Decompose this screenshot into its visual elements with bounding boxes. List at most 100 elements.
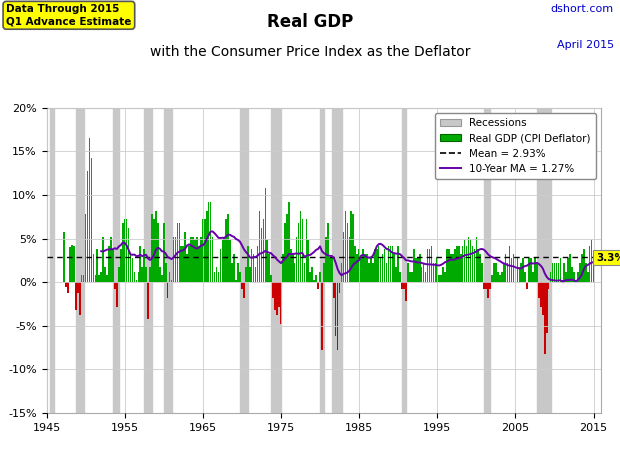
Bar xyxy=(380,258,381,282)
Bar xyxy=(562,281,563,282)
Bar xyxy=(575,281,577,282)
Bar xyxy=(272,282,274,298)
Bar xyxy=(249,267,250,282)
Legend: Recessions, Real GDP (CPI Deflator), Mean = 2.93%, 10-Year MA = 1.27%: Recessions, Real GDP (CPI Deflator), Mea… xyxy=(435,113,596,179)
Bar xyxy=(153,220,155,282)
Bar xyxy=(345,211,346,282)
Bar xyxy=(316,275,317,282)
Bar xyxy=(386,263,388,282)
Bar xyxy=(50,108,53,413)
Text: Data Through 2015
Q1 Advance Estimate: Data Through 2015 Q1 Advance Estimate xyxy=(6,4,131,26)
Bar xyxy=(63,232,65,282)
Bar xyxy=(327,223,329,282)
Bar xyxy=(192,237,194,282)
Bar xyxy=(538,282,539,298)
Bar xyxy=(77,282,79,293)
Bar xyxy=(216,267,217,282)
Bar xyxy=(374,249,376,282)
Bar xyxy=(141,267,143,282)
Bar xyxy=(143,249,145,282)
Bar xyxy=(124,220,125,282)
Bar xyxy=(523,258,524,282)
Bar xyxy=(206,211,208,282)
Bar xyxy=(184,232,186,282)
Bar xyxy=(299,211,301,282)
Bar xyxy=(487,282,489,298)
Bar xyxy=(397,246,399,282)
Bar xyxy=(138,272,139,282)
Bar xyxy=(528,258,530,282)
Bar xyxy=(292,254,293,282)
Bar xyxy=(364,254,366,282)
Bar xyxy=(460,254,461,282)
Bar xyxy=(163,223,164,282)
Bar xyxy=(235,281,237,282)
Bar xyxy=(271,108,281,413)
Bar xyxy=(436,258,438,282)
Bar xyxy=(352,214,354,282)
Bar xyxy=(593,253,595,282)
Bar xyxy=(130,254,131,282)
Bar xyxy=(384,249,386,282)
Text: April 2015: April 2015 xyxy=(557,40,614,50)
Bar xyxy=(253,254,254,282)
Bar xyxy=(164,108,172,413)
Bar xyxy=(484,282,485,289)
Bar xyxy=(495,263,497,282)
Bar xyxy=(530,258,532,282)
Bar xyxy=(438,275,440,282)
Bar xyxy=(456,246,458,282)
Bar xyxy=(497,272,498,282)
Bar xyxy=(409,272,410,282)
Bar xyxy=(515,258,516,282)
Bar xyxy=(360,258,362,282)
Bar xyxy=(145,267,147,282)
Bar xyxy=(474,249,475,282)
Bar xyxy=(120,249,122,282)
Bar xyxy=(509,246,510,282)
Bar xyxy=(260,228,262,282)
Bar xyxy=(491,275,493,282)
Bar xyxy=(85,214,86,282)
Bar xyxy=(423,263,425,282)
Bar xyxy=(520,263,522,282)
Bar xyxy=(241,282,242,289)
Bar xyxy=(128,228,130,282)
Bar xyxy=(319,272,321,282)
Bar xyxy=(278,282,280,307)
Bar xyxy=(411,272,413,282)
Bar xyxy=(169,272,171,282)
Bar xyxy=(91,158,92,282)
Bar xyxy=(548,282,549,289)
Bar xyxy=(557,263,559,282)
Bar xyxy=(472,246,473,282)
Bar xyxy=(355,246,356,282)
Bar xyxy=(362,249,364,282)
Bar xyxy=(87,171,89,282)
Bar xyxy=(233,254,235,282)
Bar xyxy=(290,249,291,282)
Bar xyxy=(419,254,420,282)
Bar xyxy=(505,254,507,282)
Bar xyxy=(155,211,157,282)
Bar xyxy=(485,282,487,289)
Bar xyxy=(356,254,358,282)
Bar xyxy=(208,202,210,282)
Bar xyxy=(71,245,73,282)
Bar xyxy=(231,263,233,282)
Bar xyxy=(65,282,67,286)
Bar xyxy=(257,246,259,282)
Bar xyxy=(339,282,340,293)
Bar xyxy=(302,220,303,282)
Bar xyxy=(194,240,196,282)
Bar xyxy=(228,214,229,282)
Bar xyxy=(467,237,469,282)
Bar xyxy=(202,220,203,282)
Bar xyxy=(323,263,325,282)
Bar xyxy=(366,254,368,282)
Bar xyxy=(255,267,257,282)
Bar xyxy=(425,272,427,282)
Bar xyxy=(466,246,467,282)
Bar xyxy=(151,214,153,282)
Bar xyxy=(370,258,371,282)
